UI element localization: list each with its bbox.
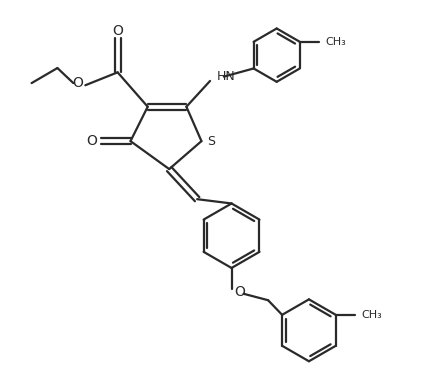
Text: CH₃: CH₃: [362, 310, 382, 320]
Text: S: S: [207, 135, 215, 148]
Text: CH₃: CH₃: [326, 37, 346, 47]
Text: HN: HN: [216, 70, 235, 83]
Text: O: O: [86, 134, 97, 148]
Text: O: O: [72, 76, 83, 90]
Text: O: O: [112, 25, 123, 39]
Text: O: O: [234, 285, 245, 299]
